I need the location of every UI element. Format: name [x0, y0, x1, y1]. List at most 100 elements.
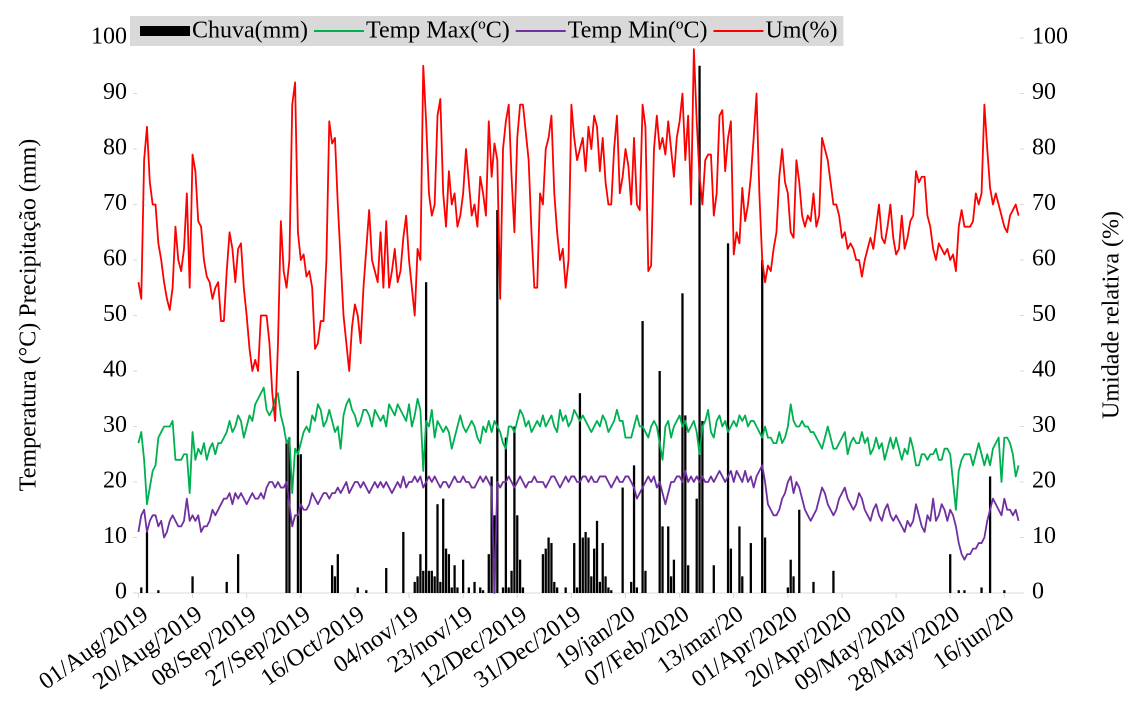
bar [419, 554, 422, 593]
bar [1003, 590, 1006, 593]
bar [439, 581, 442, 593]
bar [442, 498, 445, 593]
bar [573, 543, 576, 593]
bar [356, 587, 359, 593]
bar [544, 548, 547, 593]
bar [749, 543, 752, 593]
bar [288, 437, 291, 593]
line [137, 386, 1020, 511]
bar [695, 498, 698, 593]
legend-label: Temp Max(ºC) [366, 18, 510, 44]
bar [333, 576, 337, 593]
bar [550, 543, 553, 593]
y-tick-label: 70 [103, 190, 127, 216]
bar [684, 415, 687, 593]
bar [521, 587, 525, 593]
bar [145, 531, 149, 593]
bar [598, 581, 602, 593]
line [137, 48, 1020, 422]
bar [504, 437, 508, 593]
bar [698, 65, 701, 593]
y2-tick-label: 70 [1032, 190, 1056, 216]
bar [447, 554, 451, 593]
bar [681, 293, 684, 593]
y2-tick-label: 80 [1032, 135, 1056, 161]
bar [191, 576, 194, 593]
bar [296, 371, 300, 593]
bar [738, 526, 741, 593]
bar [510, 570, 513, 593]
bar [157, 590, 160, 593]
bar [584, 531, 587, 593]
bar [672, 559, 676, 593]
y2-tick-label: 50 [1032, 301, 1056, 327]
y2-axis-label: Umidade relativa (%) [1099, 211, 1125, 419]
bar [581, 537, 584, 593]
bar [667, 526, 670, 593]
bar [593, 548, 596, 593]
bar [424, 282, 428, 593]
bar [669, 576, 673, 593]
legend: Chuva(mm) Temp Max(ºC) Temp Min(ºC) Um(%) [130, 16, 844, 46]
bar [621, 487, 624, 593]
bar [957, 590, 960, 593]
y-tick-label: 100 [91, 24, 127, 50]
bar [513, 426, 516, 593]
bar [285, 443, 288, 593]
y-tick-label: 30 [103, 412, 127, 438]
legend-swatch [140, 26, 190, 36]
bar [687, 565, 690, 593]
bar [330, 565, 334, 593]
y2-tick-label: 90 [1032, 79, 1056, 105]
bar [726, 243, 730, 593]
bar [786, 587, 789, 593]
bar [963, 590, 966, 593]
y-tick-label: 20 [103, 468, 127, 494]
y-tick-label: 50 [103, 301, 127, 327]
bar [587, 537, 590, 593]
bar [450, 587, 453, 593]
bar [980, 587, 983, 593]
bar [590, 576, 593, 593]
bar [604, 576, 607, 593]
bar [490, 476, 493, 593]
bar [427, 570, 431, 593]
y2-tick-label: 30 [1032, 412, 1056, 438]
y-tick-label: 10 [103, 523, 127, 549]
bar [595, 520, 599, 593]
bar [385, 568, 388, 593]
bar [481, 590, 485, 593]
bar [473, 581, 476, 593]
bar [578, 393, 582, 593]
bar [701, 420, 704, 593]
bar [456, 587, 459, 593]
y-tick-label: 40 [103, 357, 127, 383]
bar [225, 581, 228, 593]
bar [444, 548, 448, 593]
y-axis-label: Temperatura (°C) Precipitação (mm) [16, 139, 42, 491]
bar [712, 565, 715, 593]
bar [607, 587, 610, 593]
bar [644, 570, 647, 593]
bar [518, 559, 522, 593]
line [137, 464, 1020, 594]
bar [988, 476, 992, 593]
y-tick-label: 0 [115, 579, 127, 605]
y-tick-label: 80 [103, 135, 127, 161]
bar [453, 565, 456, 593]
bar [467, 587, 470, 593]
bar [610, 590, 613, 593]
bar [413, 581, 416, 593]
bar [487, 554, 490, 593]
legend-label: Um(%) [765, 18, 837, 44]
legend-label: Temp Min(ºC) [568, 18, 708, 44]
bar [641, 321, 644, 593]
y2-tick-label: 20 [1032, 468, 1056, 494]
bar [541, 554, 545, 593]
bar [436, 504, 439, 593]
bar [798, 509, 801, 593]
bar [601, 543, 604, 593]
bar [729, 548, 733, 593]
